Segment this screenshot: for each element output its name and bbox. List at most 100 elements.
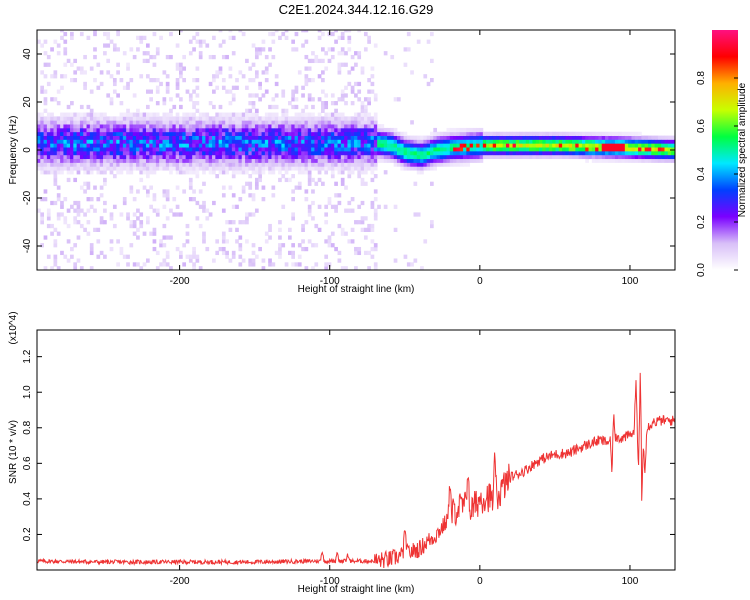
heatmap-cell <box>420 147 424 152</box>
heatmap-cell <box>628 135 632 140</box>
heatmap-cell <box>281 135 286 140</box>
heatmap-cell <box>311 162 315 167</box>
heatmap-cell <box>479 154 484 160</box>
heatmap-cell <box>76 204 81 209</box>
heatmap-cell <box>205 124 210 129</box>
heatmap-cell <box>618 147 622 152</box>
heatmap-cell <box>228 116 233 121</box>
heatmap-cell <box>192 78 196 83</box>
heatmap-cell <box>291 216 295 221</box>
heatmap-cell <box>238 243 243 248</box>
heatmap-cell <box>225 250 229 256</box>
heatmap-cell <box>284 147 289 152</box>
heatmap-cell <box>139 135 144 140</box>
heatmap-cell <box>205 116 210 121</box>
heatmap-cell <box>202 208 206 213</box>
heatmap-cell <box>337 116 342 121</box>
heatmap-cell <box>83 85 87 90</box>
heatmap-cell <box>192 147 196 152</box>
heatmap-cell <box>60 85 64 90</box>
heatmap-cell <box>155 85 160 90</box>
heatmap-cell <box>70 62 74 67</box>
heatmap-cell <box>430 150 434 156</box>
heatmap-cell <box>591 147 596 152</box>
heatmap-cell <box>350 101 355 106</box>
heatmap-cell <box>278 162 282 167</box>
heatmap-cell <box>46 212 51 217</box>
heatmap-cell <box>231 193 236 198</box>
heatmap-cell <box>76 124 81 129</box>
heatmap-cell <box>350 85 355 90</box>
heatmap-cell <box>228 147 233 152</box>
heatmap-cell <box>466 143 471 148</box>
heatmap-cell <box>380 154 385 160</box>
heatmap-cell <box>373 124 378 129</box>
heatmap-cell <box>274 158 279 163</box>
heatmap-cell <box>205 131 210 136</box>
heatmap-cell <box>195 162 200 167</box>
heatmap-cell <box>268 162 272 167</box>
heatmap-cell <box>301 108 305 113</box>
heatmap-cell <box>291 97 295 102</box>
heatmap-cell <box>479 135 484 140</box>
heatmap-cell <box>116 166 120 171</box>
heatmap-cell <box>264 120 269 125</box>
heatmap-cell <box>129 131 134 136</box>
heatmap-cell <box>195 120 200 125</box>
heatmap-cell <box>218 116 223 121</box>
heatmap-cell <box>291 250 295 256</box>
heatmap-cell <box>208 162 213 167</box>
heatmap-cell <box>301 120 305 125</box>
heatmap-cell <box>136 189 140 194</box>
heatmap-cell <box>657 150 662 156</box>
heatmap-cell <box>449 162 454 167</box>
heatmap-cell <box>268 227 272 232</box>
heatmap-cell <box>605 147 609 152</box>
heatmap-cell <box>512 150 517 156</box>
heatmap-cell <box>572 143 576 148</box>
heatmap-cell <box>169 170 173 175</box>
heatmap-cell <box>489 135 494 140</box>
heatmap-cell <box>482 131 487 136</box>
heatmap-cell <box>330 170 335 175</box>
heatmap-cell <box>218 30 223 33</box>
heatmap-cell <box>268 135 272 140</box>
heatmap-cell <box>377 131 381 136</box>
heatmap-cell <box>212 120 216 125</box>
heatmap-cell <box>169 108 173 113</box>
heatmap-cell <box>416 166 421 171</box>
heatmap-cell <box>79 124 84 129</box>
heatmap-cell <box>86 112 91 117</box>
heatmap-cell <box>155 166 160 171</box>
heatmap-cell <box>611 139 616 144</box>
heatmap-cell <box>512 131 517 136</box>
heatmap-cell <box>383 154 388 160</box>
heatmap-cell <box>248 135 253 140</box>
heatmap-cell <box>235 150 239 156</box>
heatmap-cell <box>241 220 246 225</box>
colorbar-tick-label: 0.8 <box>696 71 707 85</box>
heatmap-cell <box>162 135 167 140</box>
heatmap-cell <box>297 170 302 175</box>
heatmap-cell <box>122 147 127 152</box>
heatmap-cell <box>572 131 576 136</box>
heatmap-cell <box>198 143 203 148</box>
heatmap-cell <box>225 158 229 163</box>
heatmap-cell <box>139 35 144 40</box>
heatmap-cell <box>288 135 292 140</box>
heatmap-cell <box>360 181 365 186</box>
heatmap-cell <box>294 262 299 267</box>
heatmap-cell <box>152 246 157 252</box>
heatmap-cell <box>103 254 107 259</box>
heatmap-cell <box>598 158 603 163</box>
heatmap-cell <box>66 58 71 64</box>
heatmap-cell <box>430 223 434 229</box>
heatmap-cell <box>165 131 170 136</box>
heatmap-cell <box>641 154 646 160</box>
heatmap-cell <box>446 139 451 144</box>
heatmap-cell <box>301 112 305 117</box>
heatmap-cell <box>212 258 216 263</box>
heatmap-cell <box>145 124 150 129</box>
heatmap-cell <box>344 124 348 129</box>
heatmap-cell <box>278 124 282 129</box>
